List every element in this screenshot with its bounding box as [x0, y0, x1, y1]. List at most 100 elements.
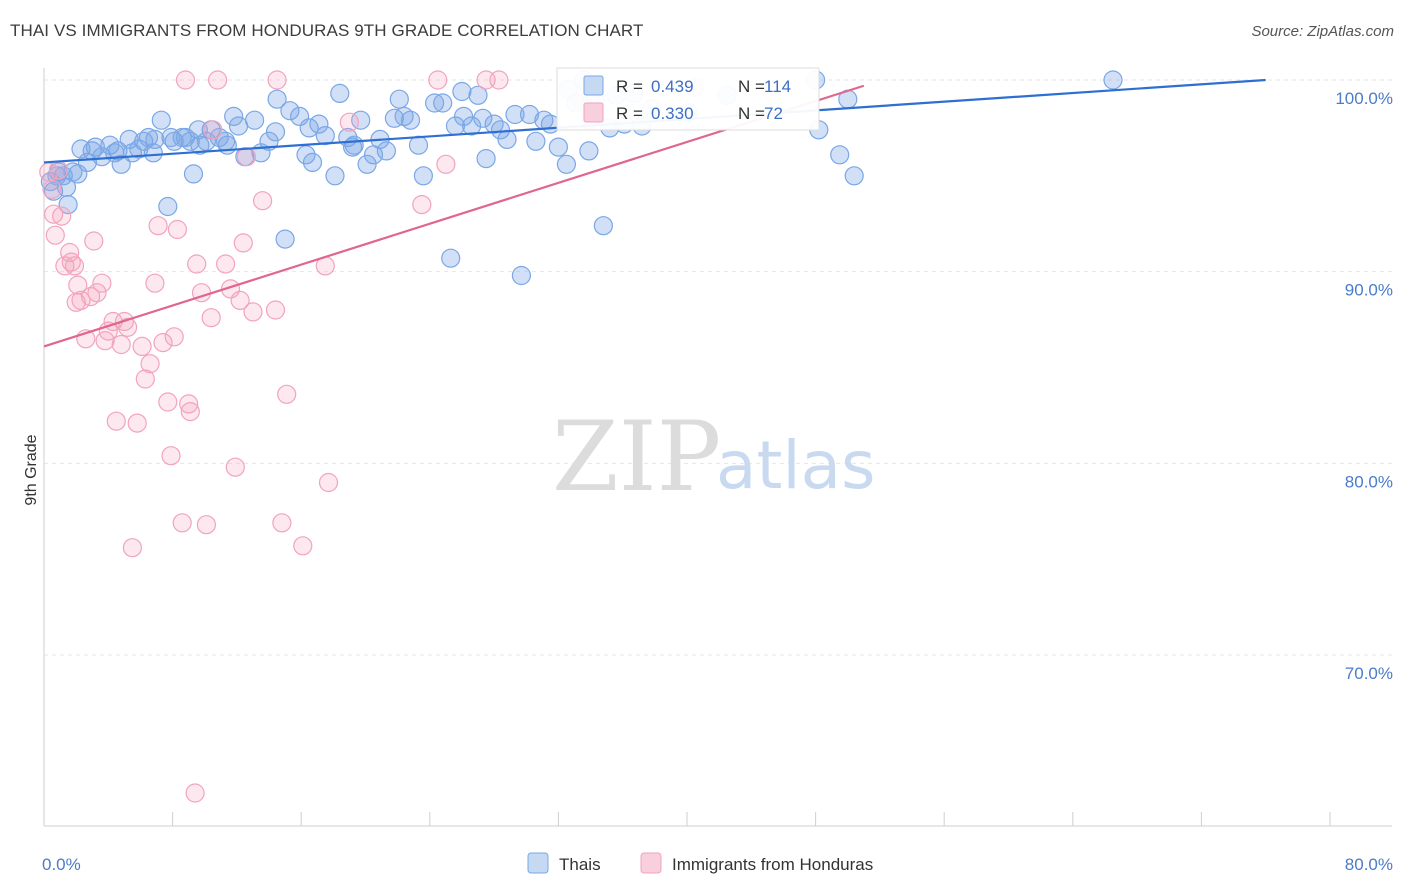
honduras-point: [233, 233, 253, 253]
honduras-point: [158, 392, 178, 412]
stats-honduras-swatch: [583, 102, 604, 123]
x-tick-label: 0.0%: [42, 855, 81, 874]
honduras-point: [42, 179, 62, 199]
thais-point: [497, 129, 517, 149]
honduras-point: [175, 70, 196, 90]
legend-thais-label: Thais: [559, 855, 601, 874]
thais-point: [413, 166, 433, 186]
honduras-point: [45, 225, 65, 245]
honduras-point: [132, 336, 152, 356]
legend-thais-swatch: [527, 852, 549, 874]
thais-point: [265, 122, 286, 142]
honduras-point: [52, 206, 72, 226]
thais-point: [85, 137, 106, 157]
thais-point: [400, 110, 421, 130]
thais-point: [245, 110, 265, 130]
honduras-point: [428, 70, 448, 90]
thais-point: [425, 93, 445, 113]
thais-point: [433, 93, 453, 113]
thais-point: [299, 118, 319, 138]
honduras-point: [71, 290, 91, 310]
thais-point: [454, 106, 474, 127]
honduras-point: [196, 515, 216, 535]
honduras-point: [225, 457, 245, 477]
legend: Thais Immigrants from Honduras: [527, 852, 873, 874]
thais-point: [259, 131, 279, 151]
thais-point: [526, 131, 546, 151]
stats-thais-swatch: [583, 75, 604, 96]
watermark-zip: ZIP: [552, 401, 721, 513]
thais-point: [151, 110, 171, 130]
thais-point: [315, 126, 335, 146]
honduras-point: [265, 300, 286, 320]
thais-point: [228, 116, 249, 136]
honduras-point: [106, 411, 126, 431]
honduras-points: [39, 70, 705, 803]
stats-honduras-r-label: R =: [616, 104, 643, 123]
honduras-point: [236, 147, 257, 167]
honduras-point: [203, 120, 223, 140]
honduras-point: [61, 252, 81, 272]
source-label: Source: ZipAtlas.com: [1251, 23, 1394, 40]
thais-point: [452, 81, 472, 102]
stats-thais-n-value: 114: [764, 77, 791, 96]
honduras-point: [318, 472, 339, 493]
honduras-point: [185, 783, 205, 803]
thais-point: [357, 154, 377, 174]
thais-point: [593, 216, 614, 236]
honduras-point: [87, 283, 107, 303]
stats-thais-r-label: R =: [616, 77, 643, 96]
honduras-point: [253, 191, 273, 211]
honduras-point: [208, 70, 228, 90]
thais-point: [330, 83, 350, 104]
stats-box: R = 0.439 N = 114 R = 0.330 N = 72: [556, 67, 820, 131]
thais-point: [389, 89, 409, 109]
honduras-point: [201, 308, 221, 328]
legend-honduras-label: Immigrants from Honduras: [672, 855, 873, 874]
thais-point: [145, 129, 165, 149]
honduras-point: [164, 327, 184, 347]
honduras-point: [243, 302, 263, 322]
thais-point: [462, 116, 482, 136]
honduras-point: [48, 160, 69, 180]
stats-thais-n-label: N =: [738, 77, 765, 96]
honduras-point: [145, 273, 165, 293]
thais-point: [1103, 70, 1123, 90]
chart-title: THAI VS IMMIGRANTS FROM HONDURAS 9TH GRA…: [10, 21, 644, 40]
honduras-point: [230, 290, 250, 310]
thais-point: [161, 127, 181, 148]
thais-point: [68, 164, 88, 184]
honduras-point: [179, 394, 199, 414]
honduras-point: [122, 538, 142, 558]
honduras-point: [92, 273, 112, 293]
honduras-point: [127, 413, 147, 433]
y-tick-label: 70.0%: [1345, 664, 1393, 683]
x-tick-label: 80.0%: [1345, 855, 1393, 874]
thais-point: [384, 108, 404, 128]
x-tick-labels: 0.0% 80.0%: [42, 855, 1393, 874]
thais-point: [129, 139, 149, 159]
y-tick-label: 100.0%: [1335, 89, 1393, 108]
honduras-point: [172, 513, 192, 533]
honduras-point: [43, 204, 64, 224]
honduras-point: [167, 219, 187, 240]
thais-point: [556, 154, 577, 174]
thais-point: [441, 248, 461, 268]
honduras-point: [148, 216, 168, 236]
thais-point: [490, 120, 511, 140]
thais-point: [473, 108, 493, 128]
thais-point: [476, 149, 496, 169]
thais-point: [275, 229, 295, 249]
honduras-point: [140, 354, 160, 374]
honduras-point: [68, 275, 88, 295]
thais-point: [302, 152, 323, 172]
thais-point: [325, 166, 345, 186]
honduras-point: [412, 195, 432, 215]
honduras-point: [293, 536, 313, 556]
honduras-point: [339, 112, 359, 132]
thais-point: [548, 137, 569, 157]
axes: [43, 68, 1392, 827]
honduras-point: [117, 317, 138, 337]
y-axis-label: 9th Grade: [23, 434, 40, 505]
thais-point: [844, 166, 864, 186]
